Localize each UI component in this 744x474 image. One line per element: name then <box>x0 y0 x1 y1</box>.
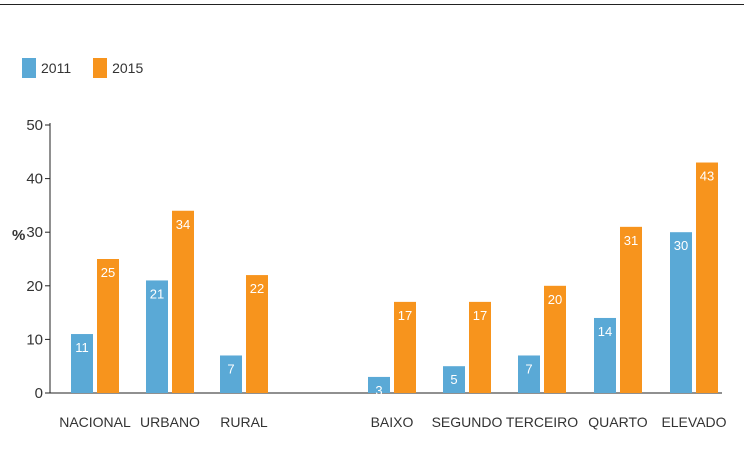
x-tick-label-urbano: URBANO <box>140 414 200 430</box>
top-rule <box>0 4 744 5</box>
legend: 2011 2015 <box>22 58 165 78</box>
data-label-2011-terceiro: 7 <box>525 361 532 376</box>
bar-2011-quarto <box>594 317 616 393</box>
x-tick-label-baixo: BAIXO <box>371 414 414 430</box>
bar-2015-baixo <box>394 301 416 393</box>
bar-2011-elevado <box>670 232 692 393</box>
x-tick-label-segundo: SEGUNDO <box>432 414 503 430</box>
bar-2015-terceiro <box>544 285 566 393</box>
data-label-2011-baixo: 3 <box>375 383 382 398</box>
bar-2011-nacional <box>71 334 93 393</box>
x-tick-label-nacional: NACIONAL <box>59 414 131 430</box>
x-tick-label-terceiro: TERCEIRO <box>506 414 578 430</box>
bar-2015-urbano <box>172 210 194 393</box>
y-tick-label: 50 <box>26 117 43 134</box>
bar-2015-segundo <box>469 301 491 393</box>
bar-2015-nacional <box>97 259 119 393</box>
y-tick-label: 0 <box>35 385 43 402</box>
data-label-2015-urbano: 34 <box>176 217 190 232</box>
legend-item-2011: 2011 <box>22 58 71 78</box>
bar-2011-rural <box>220 355 242 393</box>
data-label-2015-rural: 22 <box>250 281 264 296</box>
legend-label-2011: 2011 <box>41 60 72 76</box>
legend-swatch-2015 <box>93 58 108 78</box>
y-tick-label: 30 <box>26 224 43 241</box>
data-label-2011-urbano: 21 <box>150 286 164 301</box>
data-label-2011-quarto: 14 <box>598 324 612 339</box>
data-label-2015-nacional: 25 <box>101 265 115 280</box>
data-label-2011-segundo: 5 <box>450 372 457 387</box>
bar-2015-rural <box>246 275 268 393</box>
bar-2015-quarto <box>620 226 642 393</box>
data-label-2011-rural: 7 <box>227 361 234 376</box>
bar-2011-terceiro <box>518 355 540 393</box>
data-label-2015-terceiro: 20 <box>548 292 562 307</box>
data-label-2011-nacional: 11 <box>75 340 89 355</box>
y-tick-label: 40 <box>26 171 43 188</box>
bar-2015-elevado <box>696 162 718 393</box>
bar-2011-segundo <box>443 366 465 393</box>
legend-swatch-2011 <box>22 58 36 78</box>
data-label-2015-baixo: 17 <box>398 308 412 323</box>
legend-item-2015: 2015 <box>93 58 143 78</box>
y-axis-label: % <box>12 227 25 244</box>
data-label-2015-elevado: 43 <box>700 169 714 184</box>
data-label-2011-elevado: 30 <box>674 238 688 253</box>
y-tick-label: 10 <box>26 331 43 348</box>
bar-2011-baixo <box>368 376 390 393</box>
x-tick-label-quarto: QUARTO <box>588 414 647 430</box>
data-label-2015-segundo: 17 <box>473 308 487 323</box>
data-label-2015-quarto: 31 <box>624 233 638 248</box>
x-tick-label-elevado: ELEVADO <box>661 414 726 430</box>
bar-2011-urbano <box>146 280 168 393</box>
y-tick-label: 20 <box>26 278 43 295</box>
x-tick-label-rural: RURAL <box>220 414 268 430</box>
legend-label-2015: 2015 <box>112 60 144 76</box>
